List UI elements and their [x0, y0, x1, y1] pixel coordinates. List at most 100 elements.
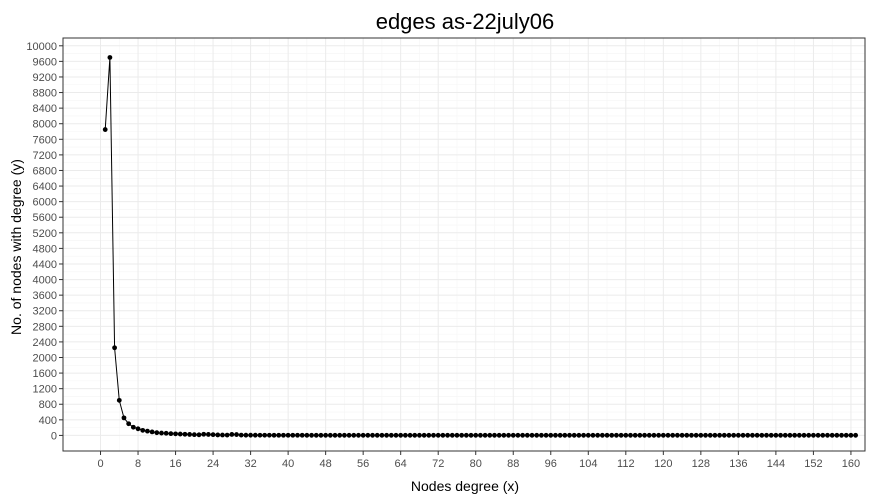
data-point — [506, 432, 511, 438]
data-point — [210, 432, 216, 438]
x-tick-label: 40 — [282, 458, 294, 470]
data-point — [205, 432, 211, 437]
data-point — [778, 432, 783, 438]
data-point — [792, 432, 798, 438]
y-tick-label: 2000 — [33, 352, 57, 364]
data-point — [234, 432, 239, 437]
data-point — [745, 432, 751, 438]
x-axis: 0 8 16 24 32 40 48 56 64 72 80 88 96 104 112 120 128 136 1… — [97, 451, 860, 470]
data-point — [820, 432, 826, 438]
data-point — [149, 429, 155, 435]
data-point — [393, 432, 399, 438]
data-point — [623, 432, 629, 438]
data-point — [285, 432, 291, 438]
data-point — [839, 432, 844, 438]
data-point — [173, 431, 178, 437]
data-point — [346, 432, 352, 438]
data-point — [825, 432, 830, 438]
data-point — [220, 432, 225, 438]
x-tick-label: 32 — [244, 458, 256, 470]
data-point — [703, 432, 708, 438]
x-tick-label: 0 — [97, 458, 103, 470]
data-point — [435, 432, 441, 438]
data-point — [276, 432, 282, 438]
data-point — [271, 432, 277, 438]
y-tick-label: 3200 — [33, 306, 57, 318]
data-point — [266, 432, 272, 438]
data-point — [229, 432, 235, 437]
data-point — [238, 432, 244, 438]
x-tick-label: 104 — [579, 458, 597, 470]
data-point — [304, 432, 310, 438]
data-point — [257, 432, 263, 438]
data-point — [290, 432, 296, 438]
data-point — [670, 432, 676, 438]
data-point — [520, 432, 526, 438]
data-point — [360, 432, 366, 438]
y-tick-label: 8800 — [33, 88, 57, 100]
data-point — [337, 432, 343, 438]
grid-minor — [63, 38, 865, 451]
data-point — [843, 432, 849, 438]
y-tick-label: 8400 — [33, 103, 57, 115]
data-point — [281, 432, 286, 438]
data-point — [717, 432, 723, 438]
y-tick-label: 0 — [51, 430, 57, 442]
data-point — [417, 432, 422, 438]
data-point — [201, 431, 207, 437]
y-tick-label: 9200 — [33, 72, 57, 84]
y-tick-label: 9600 — [33, 56, 57, 68]
data-point — [102, 127, 108, 132]
data-point — [754, 432, 760, 438]
data-point — [107, 55, 113, 60]
data-point — [834, 432, 840, 438]
data-point — [515, 432, 521, 438]
data-point — [487, 432, 493, 438]
data-point — [130, 424, 136, 430]
data-point — [707, 432, 713, 438]
data-point — [140, 427, 146, 433]
data-point — [478, 432, 483, 438]
data-point — [590, 432, 596, 438]
data-point — [679, 432, 685, 438]
x-tick-label: 152 — [804, 458, 822, 470]
data-point — [323, 432, 329, 438]
y-tick-label: 7600 — [33, 134, 57, 146]
x-tick-label: 64 — [395, 458, 407, 470]
data-point — [829, 432, 835, 438]
data-point — [126, 421, 132, 427]
data-point — [196, 432, 202, 438]
data-point — [309, 432, 314, 438]
data-point — [567, 432, 572, 438]
data-point — [412, 432, 418, 438]
data-point — [426, 432, 432, 438]
data-point — [463, 432, 469, 438]
x-tick-label: 96 — [545, 458, 557, 470]
y-tick-label: 6400 — [33, 181, 57, 193]
x-tick-label: 56 — [357, 458, 369, 470]
x-tick-label: 48 — [320, 458, 332, 470]
data-point — [440, 432, 446, 438]
data-point — [468, 432, 474, 438]
data-point — [656, 432, 662, 438]
y-tick-label: 800 — [39, 399, 57, 411]
data-point — [646, 432, 652, 438]
data-point — [604, 432, 610, 438]
y-tick-label: 6800 — [33, 165, 57, 177]
data-point — [449, 432, 455, 438]
data-point — [571, 432, 577, 438]
data-point — [454, 432, 460, 438]
data-point — [674, 432, 680, 438]
data-point — [576, 432, 582, 438]
data-point — [665, 432, 671, 438]
grid-major — [63, 38, 865, 451]
data-point — [215, 432, 221, 438]
y-tick-label: 3600 — [33, 290, 57, 302]
data-point — [482, 432, 488, 438]
data-point — [811, 432, 816, 438]
x-tick-label: 8 — [135, 458, 141, 470]
data-point — [768, 432, 774, 438]
data-point — [473, 432, 479, 438]
data-point — [243, 432, 249, 438]
data-point — [562, 432, 568, 438]
